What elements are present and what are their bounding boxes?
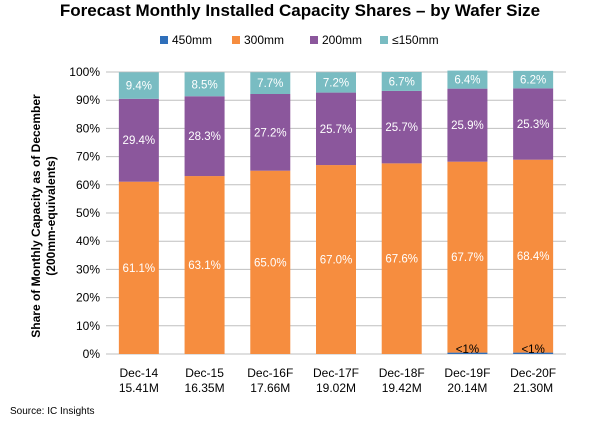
x-tick-label: Dec-17F <box>313 366 359 380</box>
bar-segment <box>118 181 159 354</box>
bar-segment <box>184 72 225 97</box>
bar-segment <box>447 161 488 353</box>
data-label: 9.4% <box>126 81 152 93</box>
data-label: 6.2% <box>520 75 546 87</box>
x-tick-sublabel: 20.14M <box>447 381 487 395</box>
bar-segment <box>316 92 356 166</box>
bar-segment <box>513 70 554 89</box>
legend-label: 200mm <box>322 33 362 47</box>
data-label: 7.2% <box>323 77 349 89</box>
bar-segment <box>381 72 422 91</box>
bar-segment <box>513 88 554 160</box>
y-tick-label: 70% <box>76 150 100 164</box>
y-axis-ticks: 0% 10% 20% 30% 40% 50% 60% 70% 80% 90% 100% <box>69 65 100 361</box>
data-label: 27.2% <box>254 127 287 139</box>
legend-label: 450mm <box>172 33 212 47</box>
x-tick-sublabel: 15.41M <box>119 381 159 395</box>
bar-segment <box>184 96 225 177</box>
bar-segment <box>118 98 159 182</box>
data-label: 68.4% <box>517 251 550 263</box>
bar-segment <box>316 72 356 93</box>
x-tick-sublabel: 19.02M <box>316 381 356 395</box>
x-tick-label: Dec-18F <box>379 366 425 380</box>
data-label: 8.5% <box>191 79 217 91</box>
legend-label: ≤150mm <box>392 33 439 47</box>
bars <box>118 70 554 354</box>
chart-title: Forecast Monthly Installed Capacity Shar… <box>60 1 540 20</box>
legend-label: 300mm <box>244 33 284 47</box>
legend-swatch <box>310 36 318 44</box>
data-label: 29.4% <box>123 135 156 147</box>
x-tick-label: Dec-19F <box>444 366 490 380</box>
y-tick-label: 100% <box>69 65 100 79</box>
bar-segment <box>250 170 291 354</box>
y-axis-title: Share of Monthly Capacity as of December… <box>29 94 58 338</box>
data-label: 25.9% <box>451 120 484 132</box>
data-label: <1% <box>456 344 479 356</box>
bar-segment <box>316 165 356 354</box>
bar-segment <box>184 176 225 354</box>
y-tick-label: 0% <box>83 347 101 361</box>
y-tick-label: 60% <box>76 178 100 192</box>
y-axis-title-line1: Share of Monthly Capacity as of December <box>29 94 43 338</box>
x-tick-sublabel: 19.42M <box>382 381 422 395</box>
bar-segment <box>447 88 488 162</box>
bar-segment <box>250 93 291 171</box>
bar-segment <box>118 72 159 99</box>
bar-segment <box>381 163 422 354</box>
legend-swatch <box>380 36 388 44</box>
y-axis-title-line2: (200mm-equivalents) <box>44 156 58 275</box>
y-tick-label: 10% <box>76 319 100 333</box>
y-tick-label: 50% <box>76 206 100 220</box>
bar-segment <box>381 90 422 164</box>
x-tick-label: Dec-20F <box>510 366 556 380</box>
bar-segment <box>250 72 291 94</box>
x-tick-sublabel: 16.35M <box>185 381 225 395</box>
bar-segment <box>513 159 554 353</box>
y-tick-label: 40% <box>76 234 100 248</box>
y-tick-label: 80% <box>76 121 100 135</box>
data-label: 6.7% <box>389 76 415 88</box>
y-tick-label: 20% <box>76 291 100 305</box>
legend-swatch <box>160 36 168 44</box>
data-label: 25.3% <box>517 119 550 131</box>
data-label: 65.0% <box>254 257 287 269</box>
x-tick-label: Dec-15 <box>185 366 224 380</box>
bar-labels: 61.1% 29.4% 9.4% 63.1% 28.3% 8.5% 65.0% 27.2% 7.… <box>123 75 550 356</box>
x-tick-label: Dec-14 <box>120 366 159 380</box>
data-label: 63.1% <box>188 260 221 272</box>
y-tick-label: 30% <box>76 262 100 276</box>
data-label: 25.7% <box>385 122 418 134</box>
data-label: 28.3% <box>188 131 221 143</box>
x-tick-sublabel: 21.30M <box>513 381 553 395</box>
bar-segment <box>447 70 488 89</box>
bar-segment <box>447 352 488 354</box>
data-label: 67.7% <box>451 252 484 264</box>
y-tick-label: 90% <box>76 93 100 107</box>
data-label: 6.4% <box>454 75 480 87</box>
bar-segment <box>513 352 554 354</box>
data-label: <1% <box>521 344 544 356</box>
data-label: 7.7% <box>257 78 283 90</box>
data-label: 67.6% <box>385 254 418 266</box>
data-label: 67.0% <box>320 255 353 267</box>
legend: 450mm 300mm 200mm ≤150mm <box>160 33 439 47</box>
data-label: 25.7% <box>320 124 353 136</box>
legend-swatch <box>232 36 240 44</box>
data-label: 61.1% <box>123 263 156 275</box>
x-tick-sublabel: 17.66M <box>250 381 290 395</box>
source-note: Source: IC Insights <box>10 406 94 417</box>
x-tick-label: Dec-16F <box>247 366 293 380</box>
